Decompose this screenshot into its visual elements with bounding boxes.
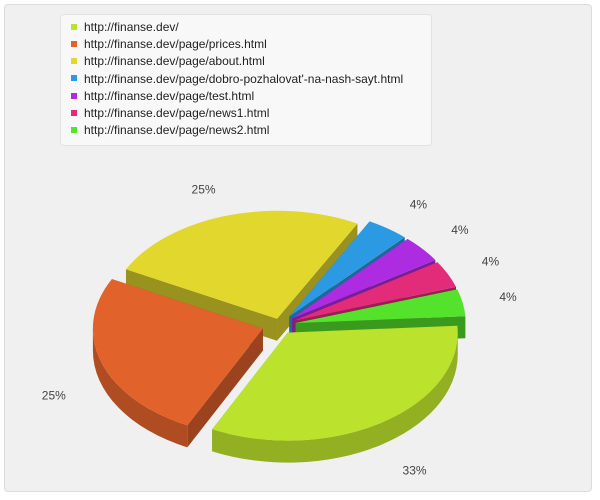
legend-item[interactable]: http://finanse.dev/page/about.html bbox=[71, 53, 431, 70]
slice-percent-label: 4% bbox=[482, 255, 500, 269]
legend-item[interactable]: http://finanse.dev/page/news2.html bbox=[71, 122, 431, 139]
legend-swatch bbox=[71, 75, 77, 82]
pie-slice-rim bbox=[92, 328, 188, 448]
pie-slice[interactable] bbox=[125, 210, 358, 319]
legend-label: http://finanse.dev/page/prices.html bbox=[84, 37, 267, 52]
legend-label: http://finanse.dev/page/about.html bbox=[84, 54, 265, 69]
slice-percent-label: 4% bbox=[451, 223, 469, 237]
pie-slice[interactable] bbox=[294, 262, 456, 321]
pie-slice[interactable] bbox=[92, 279, 263, 426]
legend-swatch bbox=[71, 41, 77, 48]
slice-percent-label: 25% bbox=[192, 183, 216, 197]
pie-slice-rim bbox=[212, 332, 458, 463]
legend-swatch bbox=[71, 109, 77, 116]
legend-label: http://finanse.dev/ bbox=[84, 20, 179, 34]
slice-percent-label: 25% bbox=[42, 389, 66, 403]
pie-slice[interactable] bbox=[292, 239, 436, 319]
slice-percent-label: 33% bbox=[403, 463, 427, 477]
slice-percent-label: 4% bbox=[499, 290, 517, 304]
legend-label: http://finanse.dev/page/news1.html bbox=[84, 105, 270, 120]
legend-swatch bbox=[71, 126, 77, 133]
legend-item[interactable]: http://finanse.dev/page/prices.html bbox=[71, 36, 431, 53]
legend-swatch bbox=[71, 58, 77, 65]
legend-label: http://finanse.dev/page/dobro-pozhalovat… bbox=[84, 71, 404, 86]
legend-item[interactable]: http://finanse.dev/ bbox=[71, 19, 431, 36]
pie-slice[interactable] bbox=[289, 221, 405, 317]
pie-slice[interactable] bbox=[212, 325, 458, 441]
legend-item[interactable]: http://finanse.dev/page/test.html bbox=[71, 88, 431, 105]
legend-swatch bbox=[71, 23, 77, 30]
pie-slice-side bbox=[187, 328, 263, 448]
legend-item[interactable]: http://finanse.dev/page/dobro-pozhalovat… bbox=[71, 71, 431, 88]
legend-label: http://finanse.dev/page/test.html bbox=[84, 88, 255, 103]
pie-slice[interactable] bbox=[295, 289, 466, 324]
slice-percent-label: 4% bbox=[410, 198, 428, 212]
legend-item[interactable]: http://finanse.dev/page/news1.html bbox=[71, 105, 431, 122]
legend-swatch bbox=[71, 92, 77, 99]
chart-legend: http://finanse.dev/ http://finanse.dev/p… bbox=[60, 14, 432, 146]
legend-label: http://finanse.dev/page/news2.html bbox=[84, 123, 270, 138]
